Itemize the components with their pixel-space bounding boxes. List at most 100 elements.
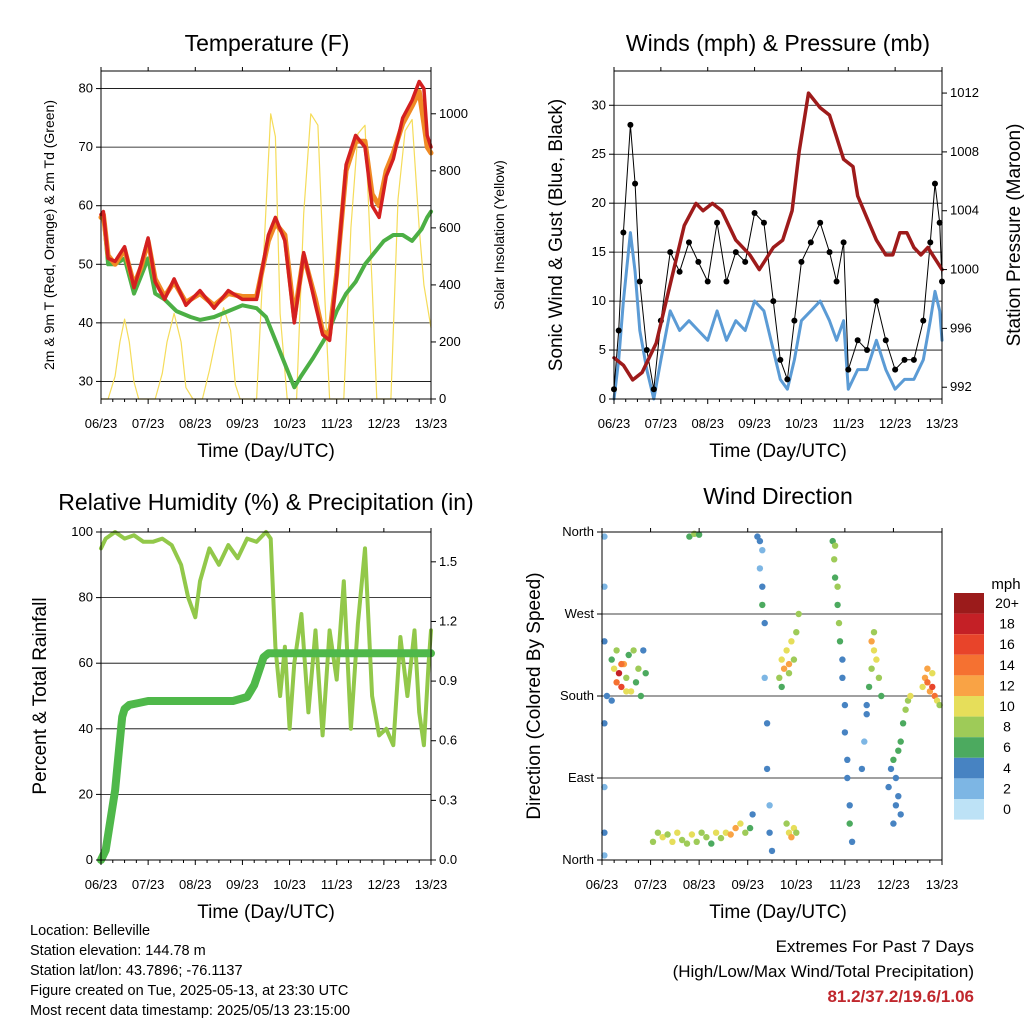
legend-label: 16 bbox=[999, 636, 1015, 652]
direction-point bbox=[659, 834, 666, 841]
direction-point bbox=[654, 829, 662, 836]
x-tick-label: 09/23 bbox=[226, 416, 259, 431]
direction-point bbox=[601, 852, 608, 859]
extremes-title: Extremes For Past 7 Days bbox=[775, 937, 974, 956]
x-tick-label: 09/23 bbox=[226, 877, 259, 892]
direction-point bbox=[678, 836, 686, 844]
winds-ticks: 0 5 10 15 20 25 30 992 996 1000 1004 1008 1012 06/23 0… bbox=[592, 67, 979, 431]
y-tick-label: West bbox=[565, 606, 595, 621]
legend-label: 0 bbox=[1003, 801, 1011, 817]
y2-tick-label: 0.6 bbox=[439, 733, 457, 748]
y-tick-label: 80 bbox=[79, 590, 93, 605]
legend-swatch bbox=[954, 675, 984, 696]
y-tick-label: 30 bbox=[592, 97, 606, 112]
direction-point bbox=[623, 688, 630, 695]
direction-point bbox=[863, 711, 870, 718]
x-tick-label: 12/23 bbox=[368, 877, 401, 892]
direction-point bbox=[746, 824, 754, 832]
direction-point bbox=[873, 656, 880, 663]
legend-swatch bbox=[954, 654, 984, 676]
direction-point bbox=[793, 629, 800, 636]
x-tick-label: 07/23 bbox=[645, 416, 678, 431]
direction-point bbox=[674, 829, 681, 836]
gust-trace bbox=[613, 124, 943, 390]
y-tick-label: 40 bbox=[79, 315, 93, 330]
direction-point bbox=[865, 683, 873, 691]
y2-tick-label: 1.2 bbox=[439, 613, 457, 628]
direction-panel: Wind Direction NorthEastSouthWestNorth06… bbox=[524, 483, 1021, 923]
direction-point bbox=[637, 692, 645, 700]
legend-swatch bbox=[954, 757, 984, 779]
direction-point bbox=[844, 774, 851, 782]
x-tick-label: 07/23 bbox=[132, 877, 165, 892]
direction-point bbox=[601, 783, 608, 791]
y2-tick-label: 200 bbox=[439, 334, 461, 349]
x-tick-label: 07/23 bbox=[634, 877, 667, 892]
direction-point bbox=[929, 670, 936, 677]
extremes-subtitle: (High/Low/Max Wind/Total Precipitation) bbox=[672, 962, 974, 981]
x-tick-label: 13/23 bbox=[926, 877, 959, 892]
y-tick-label: 30 bbox=[79, 373, 93, 388]
winds-xlabel: Time (Day/UTC) bbox=[709, 441, 847, 462]
direction-point bbox=[768, 847, 776, 855]
direction-point bbox=[875, 674, 883, 681]
direction-point bbox=[737, 820, 744, 827]
x-tick-label: 12/23 bbox=[368, 416, 401, 431]
direction-point bbox=[608, 656, 615, 663]
direction-point bbox=[887, 765, 895, 773]
legend-label: 8 bbox=[1003, 719, 1011, 735]
x-tick-label: 08/23 bbox=[179, 877, 212, 892]
x-tick-label: 12/23 bbox=[879, 416, 912, 431]
direction-point bbox=[936, 701, 943, 709]
y-tick-label: 80 bbox=[79, 81, 93, 96]
direction-point bbox=[601, 583, 608, 590]
direction-point bbox=[839, 656, 846, 663]
y-tick-label: 0 bbox=[599, 391, 606, 406]
direction-point bbox=[902, 706, 909, 713]
direction-point bbox=[890, 756, 897, 763]
x-tick-label: 09/23 bbox=[731, 877, 764, 892]
winds-series bbox=[611, 91, 945, 401]
direction-point bbox=[878, 692, 885, 700]
direction-point bbox=[895, 793, 902, 800]
direction-point bbox=[613, 679, 620, 686]
y-tick-label: 15 bbox=[592, 244, 606, 259]
direction-point bbox=[795, 610, 802, 618]
y-tick-label: 100 bbox=[71, 524, 93, 539]
relative-humidity-line bbox=[99, 530, 433, 748]
x-tick-label: 08/23 bbox=[683, 877, 716, 892]
direction-point bbox=[759, 583, 766, 590]
x-tick-label: 08/23 bbox=[691, 416, 724, 431]
legend-swatch bbox=[954, 593, 984, 614]
humidity-ticks: 0 20 40 60 80 100 0.0 0.3 0.6 0.9 1.2 1.5 06/23 07/23… bbox=[71, 524, 457, 892]
direction-point bbox=[703, 834, 710, 841]
direction-point bbox=[642, 670, 649, 677]
direction-point bbox=[756, 537, 764, 545]
direction-point bbox=[780, 665, 788, 672]
direction-point bbox=[778, 683, 785, 691]
x-tick-label: 08/23 bbox=[179, 416, 212, 431]
direction-point bbox=[841, 701, 849, 709]
direction-point bbox=[924, 665, 931, 672]
direction-point bbox=[749, 811, 756, 818]
direction-point bbox=[722, 829, 730, 836]
direction-point bbox=[603, 692, 611, 700]
humidity-grid bbox=[101, 531, 431, 861]
direction-point bbox=[899, 720, 907, 727]
x-tick-label: 13/23 bbox=[926, 416, 959, 431]
x-tick-label: 11/23 bbox=[832, 416, 864, 431]
x-tick-label: 06/23 bbox=[85, 877, 118, 892]
direction-point bbox=[630, 647, 637, 654]
y-tick-label: 20 bbox=[79, 786, 93, 801]
x-tick-label: 11/23 bbox=[829, 877, 861, 892]
x-tick-label: 10/23 bbox=[273, 416, 306, 431]
direction-point bbox=[835, 619, 843, 627]
x-tick-label: 11/23 bbox=[321, 416, 353, 431]
direction-point bbox=[763, 765, 771, 773]
direction-point bbox=[831, 542, 839, 549]
legend-swatch bbox=[954, 634, 984, 655]
y-tick-label: South bbox=[560, 688, 594, 703]
y2-tick-label: 1.5 bbox=[439, 554, 457, 569]
direction-point bbox=[785, 660, 793, 668]
